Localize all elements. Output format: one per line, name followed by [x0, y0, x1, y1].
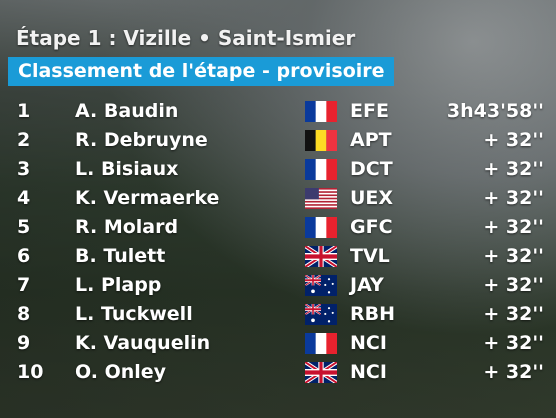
rank: 5 [17, 216, 31, 238]
rider-name: A. Baudin [75, 100, 179, 122]
flag [305, 333, 337, 354]
team-code: JAY [350, 274, 384, 296]
flag [305, 275, 337, 296]
team-code: RBH [350, 303, 396, 325]
rank: 10 [17, 361, 44, 383]
flag-icon [305, 188, 337, 209]
flag [305, 159, 337, 180]
time-gap: + 32'' [483, 216, 544, 238]
flag-icon [305, 246, 337, 267]
time-gap: + 32'' [483, 245, 544, 267]
rider-name: R. Debruyne [75, 129, 208, 151]
flag [305, 188, 337, 209]
stage-title: Étape 1 : Vizille • Saint-Ismier [16, 26, 356, 50]
flag-icon [305, 101, 337, 122]
flag [305, 246, 337, 267]
rider-name: L. Tuckwell [75, 303, 193, 325]
rider-name: R. Molard [75, 216, 179, 238]
team-code: NCI [350, 332, 387, 354]
subtitle: Classement de l'étape - provisoire [18, 60, 385, 82]
time-gap: + 32'' [483, 158, 544, 180]
time-gap: 3h43'58'' [446, 100, 544, 122]
rank: 2 [17, 129, 31, 151]
flag-icon [305, 333, 337, 354]
flag [305, 304, 337, 325]
team-code: GFC [350, 216, 393, 238]
rank: 8 [17, 303, 31, 325]
rider-name: B. Tulett [75, 245, 166, 267]
flag-icon [305, 159, 337, 180]
flag-icon [305, 275, 337, 296]
team-code: APT [350, 129, 392, 151]
time-gap: + 32'' [483, 274, 544, 296]
time-gap: + 32'' [483, 361, 544, 383]
subtitle-bar [8, 57, 394, 86]
team-code: TVL [350, 245, 390, 267]
flag [305, 130, 337, 151]
rider-name: O. Onley [75, 361, 167, 383]
rank: 4 [17, 187, 31, 209]
team-code: NCI [350, 361, 387, 383]
flag-icon [305, 217, 337, 238]
rank: 3 [17, 158, 31, 180]
flag [305, 362, 337, 383]
time-gap: + 32'' [483, 129, 544, 151]
flag-icon [305, 130, 337, 151]
time-gap: + 32'' [483, 187, 544, 209]
flag-icon [305, 362, 337, 383]
time-gap: + 32'' [483, 303, 544, 325]
rider-name: L. Bisiaux [75, 158, 179, 180]
team-code: UEX [350, 187, 394, 209]
rank: 6 [17, 245, 31, 267]
flag [305, 217, 337, 238]
rider-name: K. Vauquelin [75, 332, 211, 354]
team-code: EFE [350, 100, 389, 122]
rank: 7 [17, 274, 31, 296]
rank: 9 [17, 332, 31, 354]
flag-icon [305, 304, 337, 325]
rank: 1 [17, 100, 31, 122]
flag [305, 101, 337, 122]
rider-name: L. Plapp [75, 274, 162, 296]
rider-name: K. Vermaerke [75, 187, 220, 209]
time-gap: + 32'' [483, 332, 544, 354]
team-code: DCT [350, 158, 393, 180]
